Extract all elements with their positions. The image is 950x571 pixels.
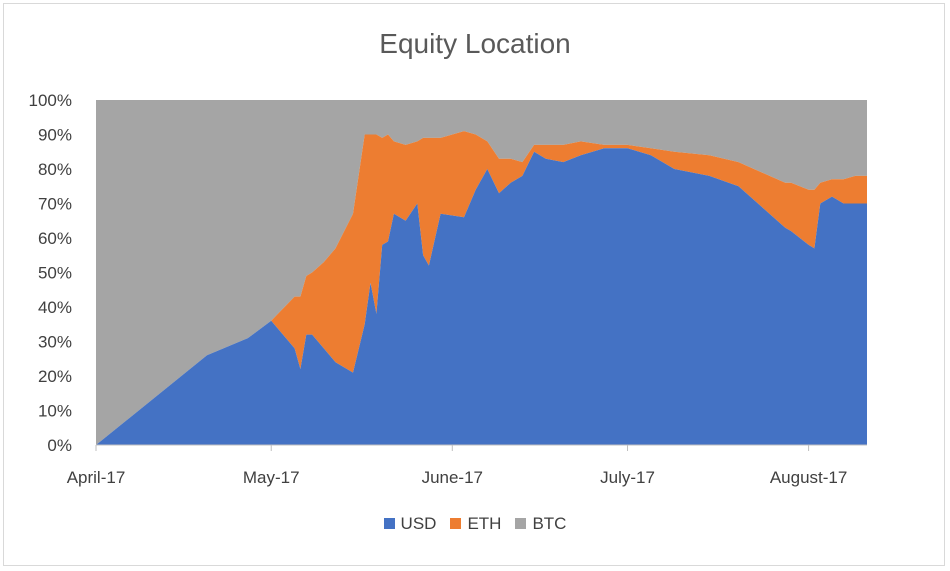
y-tick-label: 20% — [38, 367, 72, 386]
x-axis-labels: April-17 May-17 June-17 July-17 August-17 — [67, 468, 848, 487]
area-usd — [96, 148, 867, 446]
y-tick-label: 60% — [38, 229, 72, 248]
area-btc — [96, 100, 867, 445]
axis-layer — [95, 444, 867, 451]
legend-item-usd: USD — [383, 514, 437, 534]
area-layer — [96, 100, 867, 446]
y-tick-label: 90% — [38, 126, 72, 145]
y-tick-label: 100% — [29, 91, 72, 110]
y-tick-label: 30% — [38, 333, 72, 352]
legend-label: ETH — [467, 514, 502, 533]
legend-label: USD — [400, 514, 437, 533]
y-axis-labels: 0% 10% 20% 30% 40% 50% 60% 70% 80% 90% 100% — [29, 91, 72, 455]
legend-swatch — [515, 518, 527, 529]
legend-label: BTC — [532, 514, 567, 533]
legend-item-btc: BTC — [515, 514, 566, 534]
x-tick-label: May-17 — [243, 468, 300, 487]
y-tick-label: 10% — [38, 402, 72, 421]
legend-item-eth: ETH — [450, 514, 501, 534]
y-tick-label: 40% — [38, 298, 72, 317]
legend-swatch — [450, 518, 462, 529]
x-tick-label: June-17 — [422, 468, 483, 487]
y-tick-label: 50% — [38, 264, 72, 283]
x-tick-label: April-17 — [67, 468, 126, 487]
y-tick-label: 80% — [38, 160, 72, 179]
x-tick-label: July-17 — [600, 468, 655, 487]
x-tick-label: August-17 — [770, 468, 848, 487]
legend-swatch — [383, 518, 395, 529]
legend: USD ETH BTC — [0, 514, 950, 534]
y-tick-label: 0% — [47, 436, 72, 455]
chart-title: Equity Location — [379, 28, 571, 59]
y-tick-label: 70% — [38, 195, 72, 214]
